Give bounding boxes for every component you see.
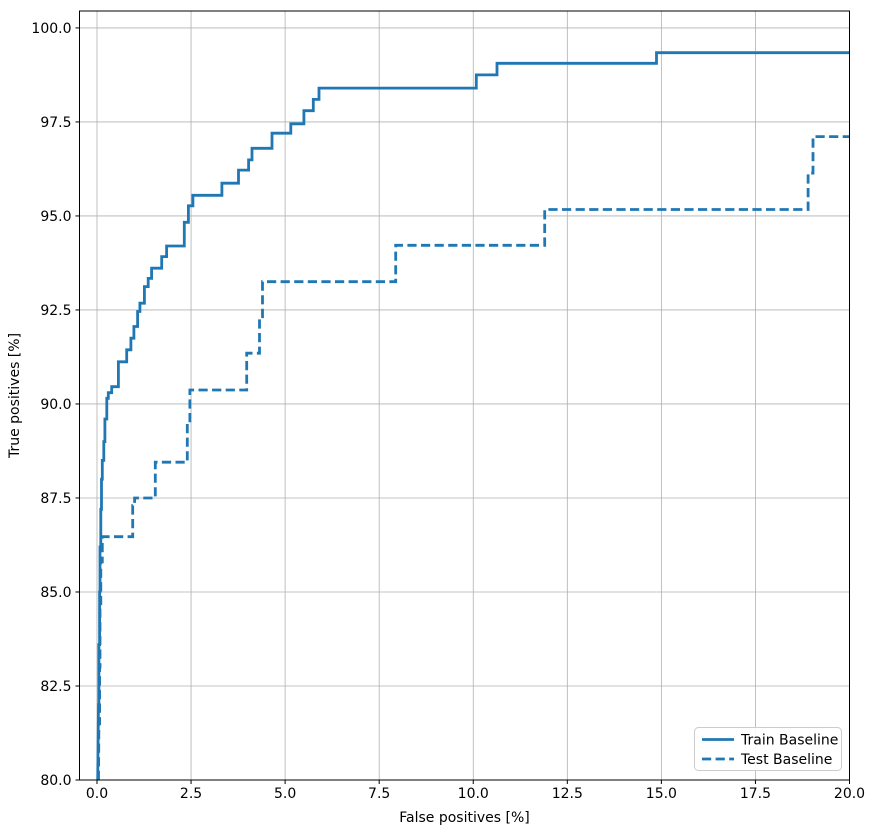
x-tick-label: 7.5: [368, 786, 390, 802]
x-tick-label: 15.0: [646, 786, 677, 802]
y-tick-label: 100.0: [31, 21, 71, 37]
x-axis-label: False positives [%]: [399, 810, 529, 826]
y-tick-label: 90.0: [40, 397, 71, 413]
x-tick-label: 10.0: [458, 786, 489, 802]
y-tick-label: 80.0: [40, 773, 71, 789]
x-tick-label: 17.5: [740, 786, 771, 802]
legend-test-label: Test Baseline: [740, 752, 832, 768]
y-tick-label: 92.5: [40, 303, 71, 319]
y-tick-label: 95.0: [40, 209, 71, 225]
y-axis-ticks: 80.0 82.5 85.0 87.5 90.0 92.5 95.0 97.5 100.0: [31, 21, 80, 789]
grid-lines: [79, 11, 850, 781]
series-lines: [96, 51, 850, 781]
plot-border: [79, 10, 850, 781]
x-tick-label: 20.0: [834, 786, 865, 802]
y-axis-label: True positives [%]: [7, 333, 23, 459]
x-tick-label: 0.0: [86, 786, 108, 802]
x-tick-label: 2.5: [180, 786, 202, 802]
y-tick-label: 85.0: [40, 585, 71, 601]
y-tick-label: 82.5: [40, 679, 71, 695]
x-axis-ticks: 0.0 2.5 5.0 7.5 10.0 12.5 15.0 17.5 20.0: [86, 780, 865, 802]
legend-train-label: Train Baseline: [740, 733, 838, 749]
y-tick-label: 97.5: [40, 115, 71, 131]
x-tick-label: 5.0: [274, 786, 296, 802]
legend: Train Baseline Test Baseline: [694, 727, 842, 771]
axes-spines: [79, 10, 850, 781]
y-tick-label: 87.5: [40, 491, 71, 507]
x-tick-label: 12.5: [552, 786, 583, 802]
train-baseline-line: [96, 51, 850, 781]
test-baseline-line: [97, 135, 850, 781]
